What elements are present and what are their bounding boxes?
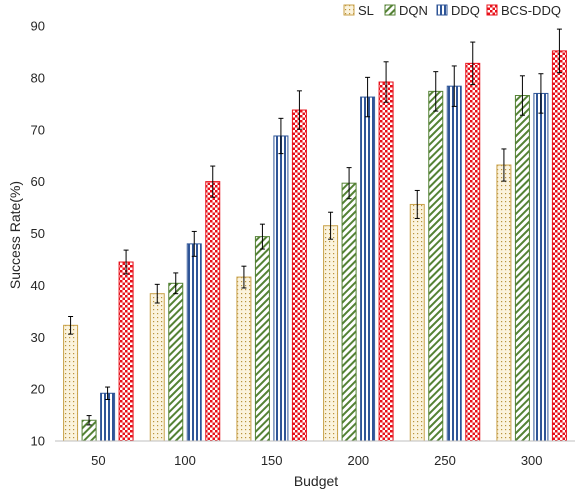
y-axis-title: Success Rate(%) — [7, 181, 23, 289]
x-axis-ticks: 50 100 150 200 250 300 — [91, 453, 542, 468]
error-bar-sl-250 — [414, 189, 420, 219]
bar-bcs-ddq-50 — [118, 261, 134, 442]
x-axis-title: Budget — [294, 473, 338, 489]
error-bar-sl-200 — [328, 211, 334, 240]
y-tick-label: 60 — [31, 174, 45, 189]
y-tick-label: 10 — [31, 434, 45, 449]
legend-item-ddq: DDQ — [436, 3, 480, 18]
bar-dqn-100 — [168, 282, 184, 442]
y-tick-label: 70 — [31, 122, 45, 137]
y-tick-label: 90 — [31, 19, 45, 34]
y-tick-label: 20 — [31, 382, 45, 397]
bar-ddq-200 — [360, 96, 376, 442]
error-bar-ddq-250 — [451, 65, 457, 107]
legend-swatch — [384, 4, 396, 16]
error-bar-dqn-50 — [86, 415, 92, 426]
bar-ddq-100 — [186, 243, 202, 442]
legend-label: DDQ — [451, 3, 480, 18]
bar-sl-50 — [63, 324, 79, 442]
legend-swatch — [343, 4, 355, 16]
error-bar-bcs-ddq-50 — [123, 249, 129, 275]
y-tick-label: 40 — [31, 278, 45, 293]
error-bar-bcs-ddq-300 — [556, 28, 562, 74]
bar-ddq-300 — [533, 92, 549, 442]
error-bar-bcs-ddq-200 — [383, 61, 389, 103]
bar-ddq-50 — [100, 392, 116, 442]
error-bar-ddq-50 — [105, 386, 111, 400]
x-tick-label: 200 — [347, 453, 369, 468]
legend-item-sl: SL — [343, 3, 374, 18]
bars — [63, 50, 567, 442]
bar-dqn-300 — [514, 95, 530, 442]
y-tick-label: 50 — [31, 226, 45, 241]
bar-bcs-ddq-100 — [205, 181, 221, 442]
error-bar-bcs-ddq-250 — [470, 41, 476, 86]
x-tick-label: 100 — [174, 453, 196, 468]
error-bar-dqn-100 — [173, 272, 179, 295]
bar-dqn-200 — [341, 182, 357, 442]
error-bar-ddq-150 — [278, 117, 284, 155]
error-bar-dqn-150 — [259, 223, 265, 250]
bar-bcs-ddq-150 — [291, 109, 307, 442]
bar-bcs-ddq-300 — [551, 50, 567, 442]
bar-ddq-150 — [273, 135, 289, 442]
legend-swatch — [486, 4, 498, 16]
error-bar-sl-50 — [68, 316, 74, 335]
legend-swatch — [436, 4, 448, 16]
legend-label: DQN — [399, 3, 428, 18]
error-bar-ddq-100 — [191, 230, 197, 257]
bar-sl-300 — [496, 164, 512, 442]
legend-label: SL — [358, 3, 374, 18]
error-bar-bcs-ddq-100 — [210, 165, 216, 198]
x-tick-label: 50 — [91, 453, 105, 468]
bar-bcs-ddq-200 — [378, 81, 394, 442]
legend-label: BCS-DDQ — [501, 3, 561, 18]
y-tick-label: 80 — [31, 70, 45, 85]
error-bar-dqn-200 — [346, 167, 352, 200]
bar-dqn-250 — [428, 90, 444, 442]
error-bar-sl-150 — [241, 265, 247, 289]
x-tick-label: 150 — [261, 453, 283, 468]
x-tick-label: 300 — [521, 453, 543, 468]
bar-ddq-250 — [446, 85, 462, 442]
error-bar-sl-100 — [154, 283, 160, 304]
y-axis-ticks: 10 20 30 40 50 60 70 80 90 — [31, 19, 45, 449]
legend-item-dqn: DQN — [384, 3, 428, 18]
bar-bcs-ddq-250 — [465, 62, 481, 442]
x-tick-label: 250 — [434, 453, 456, 468]
bar-sl-200 — [323, 225, 339, 442]
error-bar-dqn-250 — [433, 71, 439, 112]
bar-dqn-150 — [254, 236, 270, 442]
legend-item-bcs-ddq: BCS-DDQ — [486, 3, 561, 18]
error-bars — [68, 28, 562, 426]
error-bar-dqn-300 — [519, 75, 525, 116]
error-bar-ddq-200 — [365, 76, 371, 118]
error-bar-sl-300 — [501, 148, 507, 182]
bar-sl-150 — [236, 276, 252, 442]
error-bar-bcs-ddq-150 — [296, 90, 302, 130]
bar-sl-100 — [149, 293, 165, 442]
bar-sl-250 — [409, 203, 425, 442]
error-bar-ddq-300 — [538, 73, 544, 114]
y-tick-label: 30 — [31, 330, 45, 345]
legend: SL DQN DDQ BCS-DDQ — [343, 3, 561, 18]
